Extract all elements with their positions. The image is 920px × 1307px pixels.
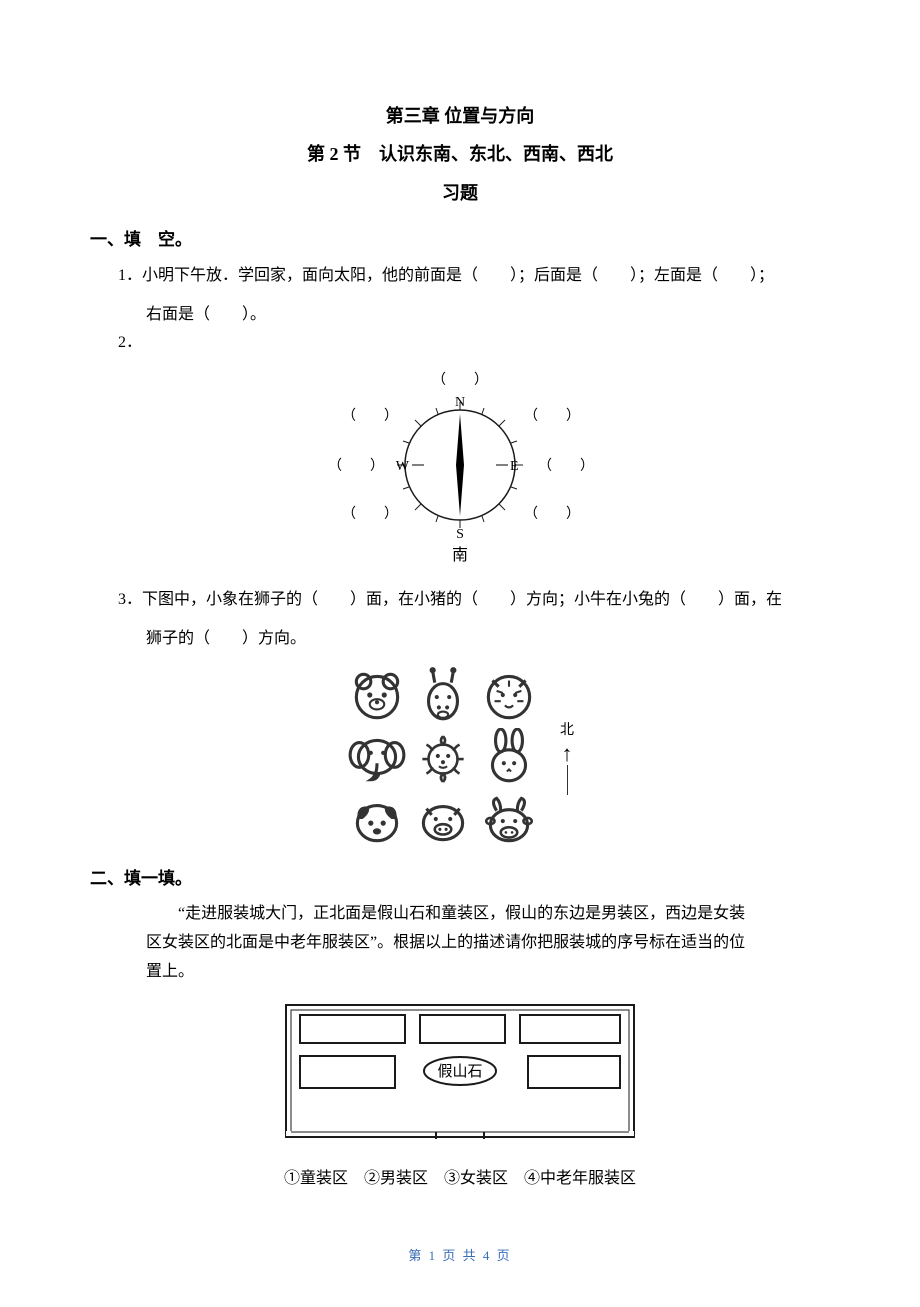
q2: 2． <box>118 329 830 358</box>
section-title: 第 2 节 认识东南、东北、西南、西北 <box>90 138 830 170</box>
part2-heading: 二、填一填。 <box>90 864 830 895</box>
page-footer: 第 1 页 共 4 页 <box>90 1244 830 1267</box>
part1-heading: 一、填 空。 <box>90 225 830 256</box>
animal-pig-icon <box>412 790 474 848</box>
animal-giraffe-icon <box>412 666 474 724</box>
animal-elephant-icon <box>346 728 408 786</box>
part2-para-c: 置上。 <box>146 958 830 987</box>
animal-rabbit-icon <box>478 728 540 786</box>
part2-para-b: 区女装区的北面是中老年服装区”。根据以上的描述请你把服装城的序号标在适当的位 <box>146 929 830 958</box>
north-char: 北 <box>560 718 574 743</box>
q1-text-a: 小明下午放．学回家，面向太阳，他的前面是（ ）；后面是（ ）；左面是（ ）； <box>142 267 774 284</box>
compass-n: N <box>455 395 465 410</box>
svg-text:（ ）: （ ） <box>524 506 580 522</box>
q2-num: 2． <box>118 334 142 351</box>
q3-num: 3． <box>118 591 142 608</box>
q3-text-b: 狮子的（ ）方向。 <box>146 625 830 654</box>
q1-text-b: 右面是（ ）。 <box>146 301 830 330</box>
part2-para-a: “走进服装城大门，正北面是假山石和童装区，假山的东边是男装区，西边是女装 <box>146 900 830 929</box>
rock-label: 假山石 <box>437 1063 482 1080</box>
north-arrow-icon: ↑ <box>560 743 574 765</box>
q3-text-a: 下图中，小象在狮子的（ ）面，在小猪的（ ）方向；小牛在小兔的（ ）面，在 <box>142 591 782 608</box>
animal-cow-icon <box>478 790 540 848</box>
animal-tiger-icon <box>478 666 540 724</box>
svg-text:（ ）: （ ） <box>432 372 488 388</box>
q3: 3．下图中，小象在狮子的（ ）面，在小猪的（ ）方向；小牛在小兔的（ ）面，在 <box>118 586 830 615</box>
animal-bear-icon <box>346 666 408 724</box>
q1-num: 1． <box>118 267 142 284</box>
compass-w: W <box>396 459 410 474</box>
q1: 1．小明下午放．学回家，面向太阳，他的前面是（ ）；后面是（ ）；左面是（ ）； <box>118 262 830 291</box>
animal-lion-icon <box>412 728 474 786</box>
compass-figure: N S E W （ ） （ ） （ ） （ ） （ ） （ ） （ ） 南 <box>90 370 830 570</box>
animal-dog-icon <box>346 790 408 848</box>
svg-text:（ ）: （ ） <box>524 408 580 424</box>
animals-figure: 北 ↑ <box>90 666 830 848</box>
compass-south-label: 南 <box>452 546 468 564</box>
svg-text:（ ）: （ ） <box>342 506 398 522</box>
floorplan-figure: 假山石 <box>90 999 830 1149</box>
svg-text:（ ）: （ ） <box>328 458 384 474</box>
compass-s: S <box>456 527 464 542</box>
subtitle: 习题 <box>90 177 830 209</box>
floorplan-svg: 假山石 <box>280 999 640 1149</box>
animals-grid <box>346 666 540 848</box>
svg-text:（ ）: （ ） <box>538 458 594 474</box>
svg-text:（ ）: （ ） <box>342 408 398 424</box>
compass-svg: N S E W （ ） （ ） （ ） （ ） （ ） （ ） （ ） 南 <box>310 370 610 570</box>
chapter-title: 第三章 位置与方向 <box>90 100 830 132</box>
north-indicator: 北 ↑ <box>560 718 574 795</box>
compass-e: E <box>510 459 519 474</box>
legend: ①童装区 ②男装区 ③女装区 ④中老年服装区 <box>90 1165 830 1194</box>
